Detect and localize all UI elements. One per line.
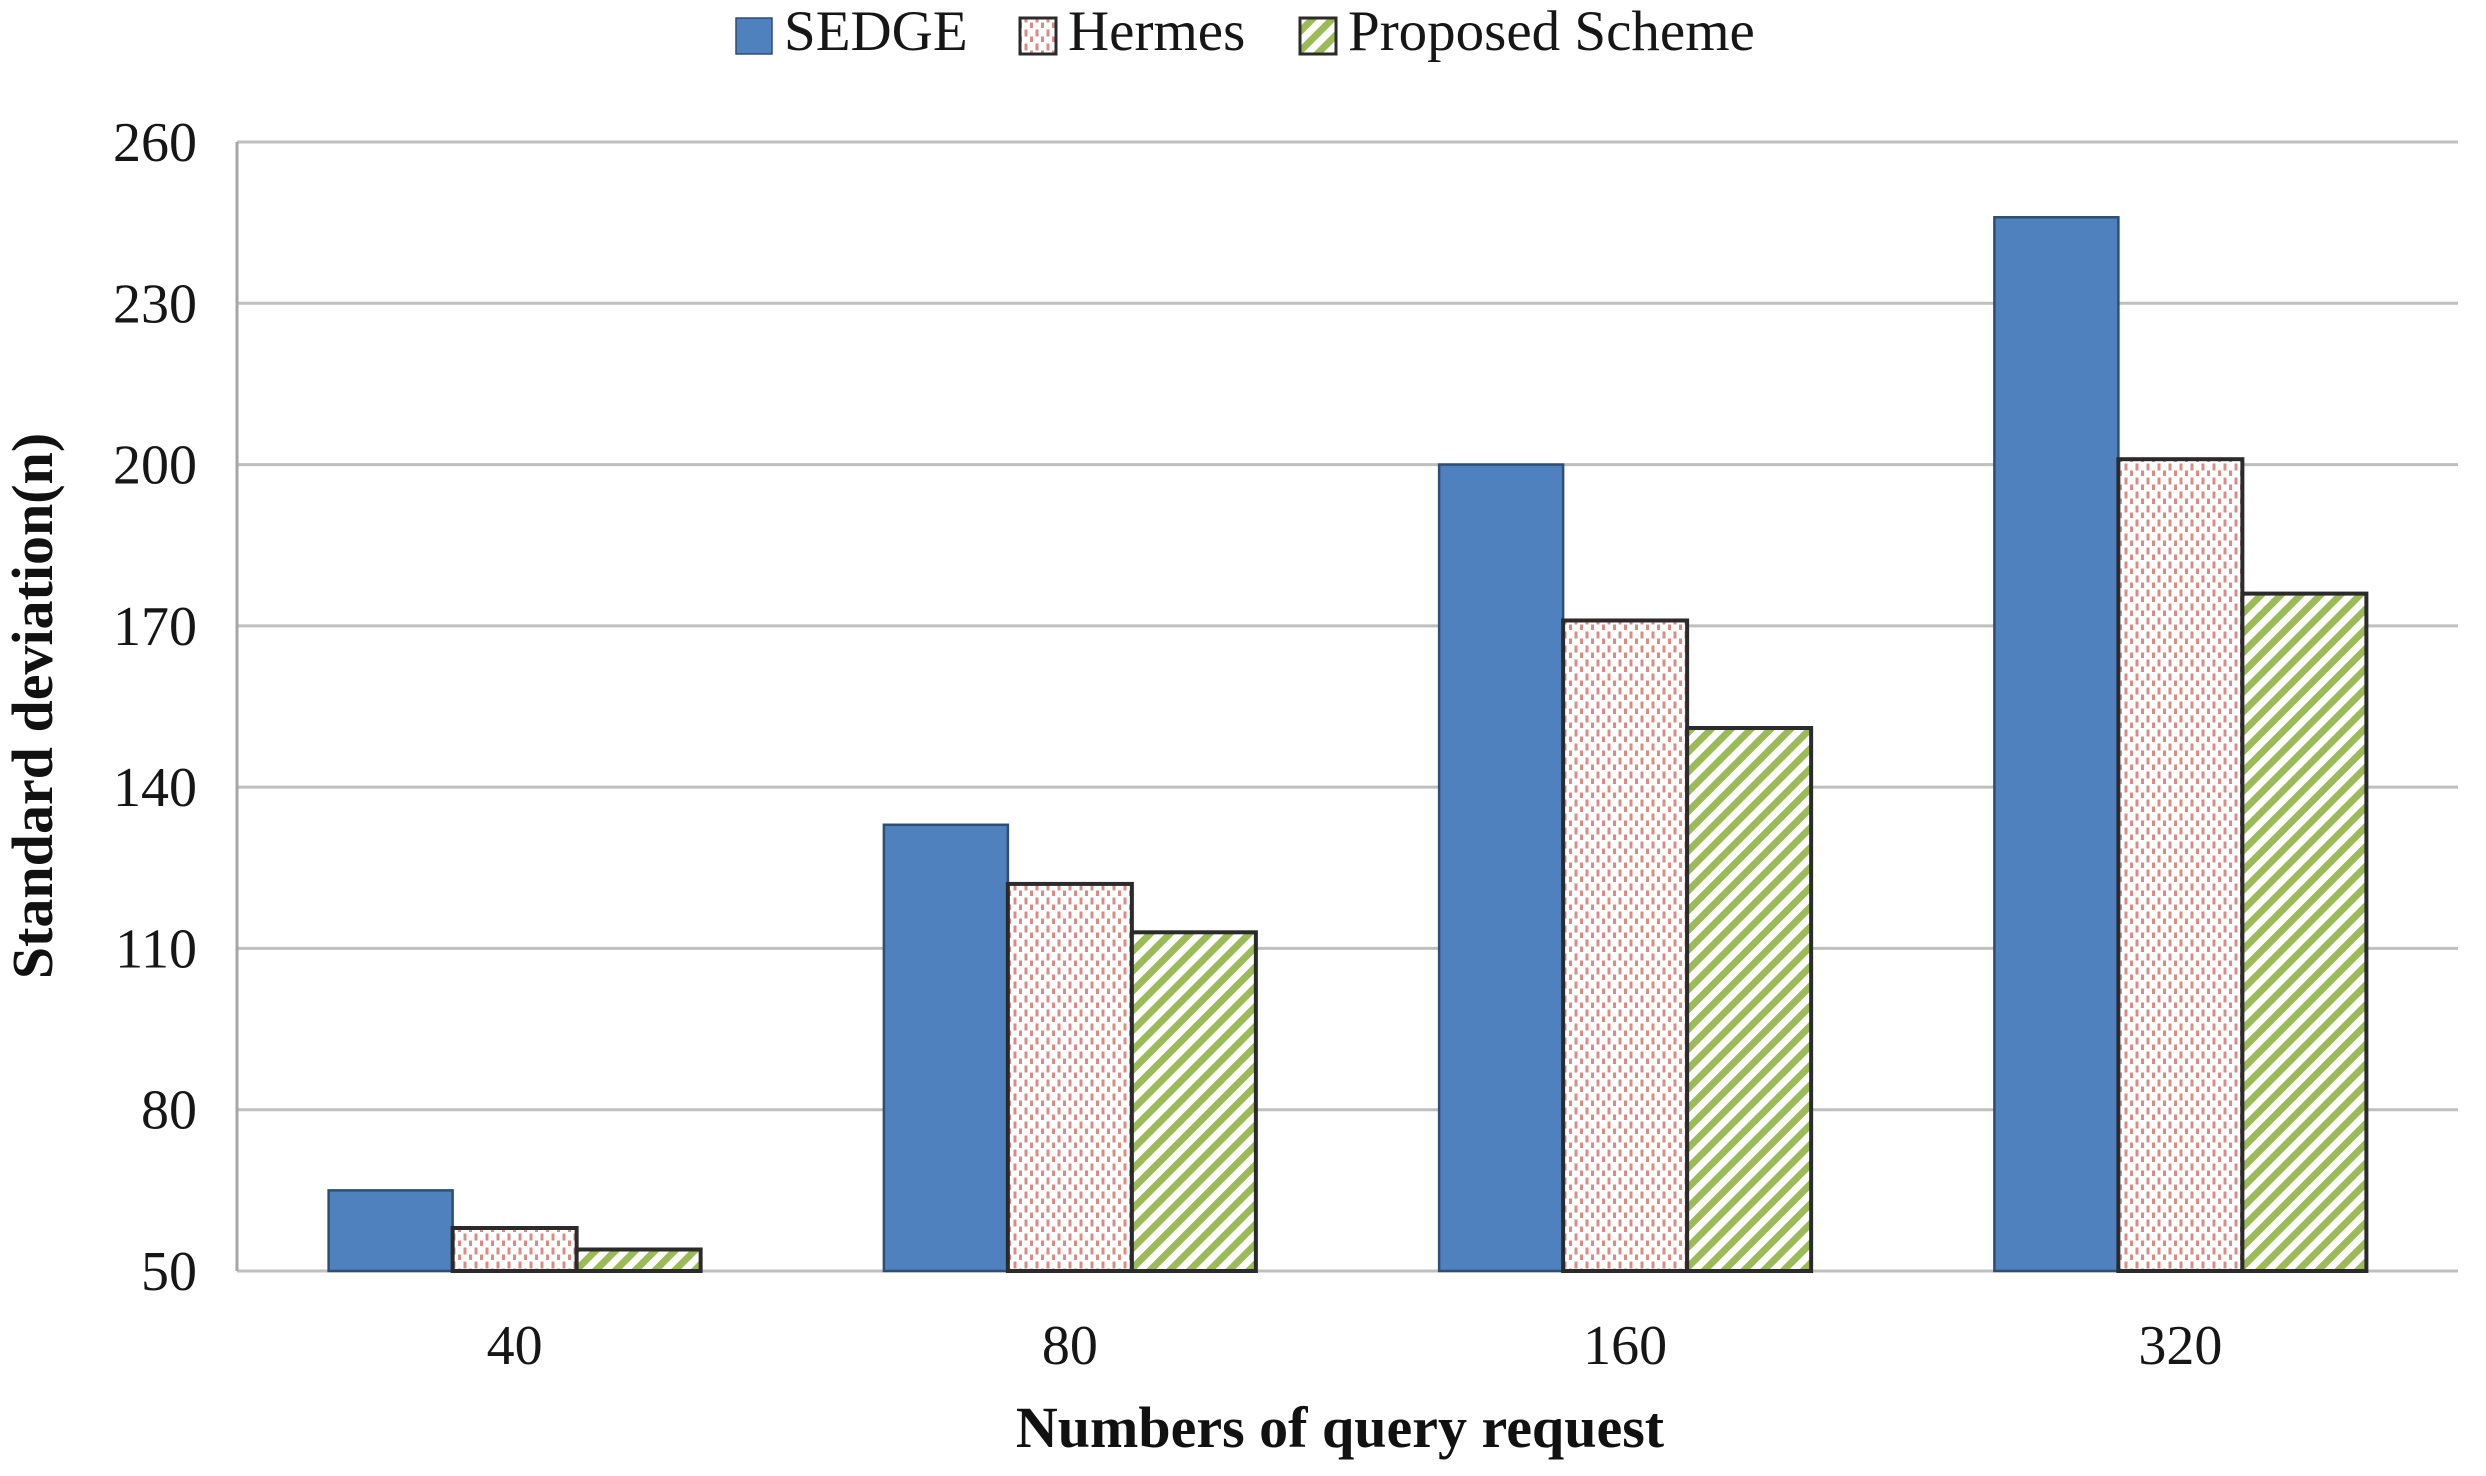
- y-tick-label-80: 80: [141, 1080, 197, 1142]
- bar-proposed-scheme-80: [1129, 930, 1258, 1273]
- y-tick-label-230: 230: [113, 273, 197, 335]
- y-tick-label-110: 110: [115, 918, 197, 980]
- y-tick-label-260: 260: [113, 112, 197, 174]
- legend-label-proposed-scheme: Proposed Scheme: [1348, 0, 1755, 63]
- legend-item-proposed-scheme: Proposed Scheme: [1298, 0, 1755, 63]
- bar-group-40: [327, 1189, 703, 1274]
- bar-hermes-160: [1561, 618, 1690, 1273]
- bar-groups: [327, 216, 2369, 1274]
- y-tick-label-140: 140: [113, 757, 197, 819]
- legend-label-hermes: Hermes: [1068, 0, 1245, 63]
- bar-hermes-80: [1005, 881, 1134, 1274]
- x-axis-tick-labels: 40 80 160 320: [487, 1315, 2223, 1377]
- legend-swatch-proposed-scheme: [1298, 16, 1338, 56]
- x-axis-title: Numbers of query request: [1016, 1395, 1665, 1460]
- y-tick-label-50: 50: [141, 1241, 197, 1303]
- y-axis-tick-labels: 50 80 110 140 170 200 230 260: [113, 112, 197, 1303]
- legend: SEDGE Hermes Proposed Scheme: [735, 0, 1755, 63]
- bar-group-160: [1437, 463, 1814, 1273]
- y-tick-label-170: 170: [113, 596, 197, 658]
- bar-proposed-scheme-320: [2240, 591, 2369, 1273]
- bar-hermes-40: [450, 1225, 579, 1274]
- bar-proposed-scheme-160: [1685, 726, 1814, 1273]
- bar-hermes-320: [2116, 457, 2245, 1273]
- x-tick-label-40: 40: [487, 1315, 543, 1377]
- bar-sedge-320: [1993, 216, 2120, 1273]
- bar-group-320: [1993, 216, 2369, 1273]
- legend-swatch-sedge: [735, 17, 773, 55]
- y-tick-label-200: 200: [113, 435, 197, 497]
- legend-item-sedge: SEDGE: [735, 0, 968, 63]
- y-axis-title: Standard deviation(n): [0, 433, 65, 979]
- legend-item-hermes: Hermes: [1018, 0, 1245, 63]
- x-tick-label-320: 320: [2138, 1315, 2222, 1377]
- x-tick-label-160: 160: [1583, 1315, 1667, 1377]
- legend-swatch-hermes: [1018, 16, 1058, 56]
- bar-group-80: [882, 823, 1258, 1274]
- bar-proposed-scheme-40: [574, 1247, 703, 1274]
- x-tick-label-80: 80: [1042, 1315, 1098, 1377]
- legend-label-sedge: SEDGE: [784, 0, 968, 63]
- gridlines: [235, 140, 2458, 1273]
- bar-sedge-40: [327, 1189, 454, 1273]
- bar-sedge-80: [882, 823, 1010, 1273]
- bar-sedge-160: [1437, 463, 1565, 1273]
